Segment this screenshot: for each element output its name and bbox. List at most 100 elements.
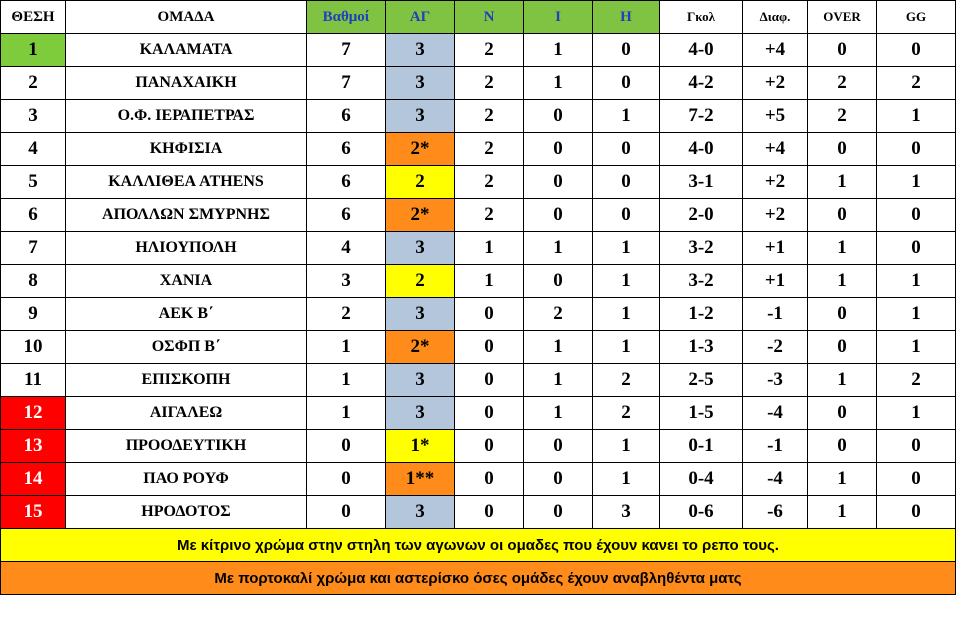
header-position: ΘΕΣΗ [0,0,66,34]
header-gg: GG [876,0,956,34]
points-cell: 4 [306,231,386,265]
gg-cell: 1 [876,297,956,331]
team-cell: ΑΙΓΑΛΕΩ [65,396,307,430]
diff-cell: +1 [742,231,808,265]
wins-cell: 0 [454,396,524,430]
losses-cell: 1 [592,330,660,364]
over-cell: 1 [807,165,877,199]
points-cell: 1 [306,363,386,397]
points-cell: 0 [306,495,386,529]
goals-cell: 2-0 [659,198,743,232]
played-cell: 2* [385,132,455,166]
position-cell: 2 [0,66,66,100]
table-row: 5 ΚΑΛΛΙΘΕΑ ATHENS 6 2 2 0 0 3-1 +2 1 1 [0,165,956,199]
table-row: 3 Ο.Φ. ΙΕΡΑΠΕΤΡΑΣ 6 3 2 0 1 7-2 +5 2 1 [0,99,956,133]
points-cell: 2 [306,297,386,331]
wins-cell: 2 [454,66,524,100]
played-cell: 3 [385,363,455,397]
table-row: 11 ΕΠΙΣΚΟΠΗ 1 3 0 1 2 2-5 -3 1 2 [0,363,956,397]
header-played: ΑΓ [385,0,455,34]
team-cell: ΠΑΝΑΧΑΙΚΗ [65,66,307,100]
position-cell: 3 [0,99,66,133]
position-cell: 12 [0,396,66,430]
gg-cell: 1 [876,330,956,364]
position-cell: 14 [0,462,66,496]
header-points: Βαθμοί [306,0,386,34]
losses-cell: 3 [592,495,660,529]
over-cell: 0 [807,396,877,430]
losses-cell: 1 [592,429,660,463]
draws-cell: 0 [523,462,593,496]
points-cell: 0 [306,429,386,463]
diff-cell: +2 [742,198,808,232]
points-cell: 1 [306,396,386,430]
diff-cell: -1 [742,429,808,463]
goals-cell: 0-6 [659,495,743,529]
position-cell: 10 [0,330,66,364]
gg-cell: 0 [876,132,956,166]
over-cell: 2 [807,66,877,100]
position-cell: 7 [0,231,66,265]
goals-cell: 3-2 [659,231,743,265]
diff-cell: -4 [742,462,808,496]
draws-cell: 0 [523,264,593,298]
points-cell: 6 [306,132,386,166]
draws-cell: 1 [523,66,593,100]
team-cell: ΚΗΦΙΣΙΑ [65,132,307,166]
diff-cell: +5 [742,99,808,133]
table-row: 15 ΗΡΟΔΟΤΟΣ 0 3 0 0 3 0-6 -6 1 0 [0,495,956,529]
goals-cell: 3-1 [659,165,743,199]
goals-cell: 2-5 [659,363,743,397]
losses-cell: 2 [592,363,660,397]
header-wins: Ν [454,0,524,34]
diff-cell: +1 [742,264,808,298]
team-cell: ΗΡΟΔΟΤΟΣ [65,495,307,529]
team-cell: ΕΠΙΣΚΟΠΗ [65,363,307,397]
table-row: 1 ΚΑΛΑΜΑΤΑ 7 3 2 1 0 4-0 +4 0 0 [0,33,956,67]
played-cell: 2* [385,198,455,232]
draws-cell: 1 [523,363,593,397]
note-yellow: Με κίτρινο χρώμα στην στηλη των αγωνων ο… [0,528,956,562]
diff-cell: -6 [742,495,808,529]
losses-cell: 0 [592,132,660,166]
draws-cell: 0 [523,495,593,529]
draws-cell: 2 [523,297,593,331]
table-row: 13 ΠΡΟΟΔΕΥΤΙΚΗ 0 1* 0 0 1 0-1 -1 0 0 [0,429,956,463]
points-cell: 6 [306,198,386,232]
wins-cell: 2 [454,165,524,199]
losses-cell: 0 [592,33,660,67]
goals-cell: 1-3 [659,330,743,364]
table-row: 12 ΑΙΓΑΛΕΩ 1 3 0 1 2 1-5 -4 0 1 [0,396,956,430]
table-row: 14 ΠΑΟ ΡΟΥΦ 0 1** 0 0 1 0-4 -4 1 0 [0,462,956,496]
diff-cell: +2 [742,165,808,199]
wins-cell: 1 [454,231,524,265]
wins-cell: 2 [454,198,524,232]
team-cell: Ο.Φ. ΙΕΡΑΠΕΤΡΑΣ [65,99,307,133]
header-draws: Ι [523,0,593,34]
table-row: 10 ΟΣΦΠ Β΄ 1 2* 0 1 1 1-3 -2 0 1 [0,330,956,364]
gg-cell: 0 [876,33,956,67]
draws-cell: 1 [523,231,593,265]
goals-cell: 4-0 [659,33,743,67]
position-cell: 11 [0,363,66,397]
draws-cell: 1 [523,330,593,364]
diff-cell: -3 [742,363,808,397]
gg-cell: 0 [876,462,956,496]
points-cell: 7 [306,33,386,67]
goals-cell: 7-2 [659,99,743,133]
losses-cell: 0 [592,165,660,199]
position-cell: 9 [0,297,66,331]
goals-cell: 1-2 [659,297,743,331]
points-cell: 1 [306,330,386,364]
losses-cell: 0 [592,198,660,232]
wins-cell: 2 [454,33,524,67]
losses-cell: 0 [592,66,660,100]
diff-cell: +2 [742,66,808,100]
played-cell: 2 [385,264,455,298]
position-cell: 1 [0,33,66,67]
over-cell: 0 [807,132,877,166]
position-cell: 4 [0,132,66,166]
losses-cell: 2 [592,396,660,430]
diff-cell: +4 [742,33,808,67]
position-cell: 8 [0,264,66,298]
